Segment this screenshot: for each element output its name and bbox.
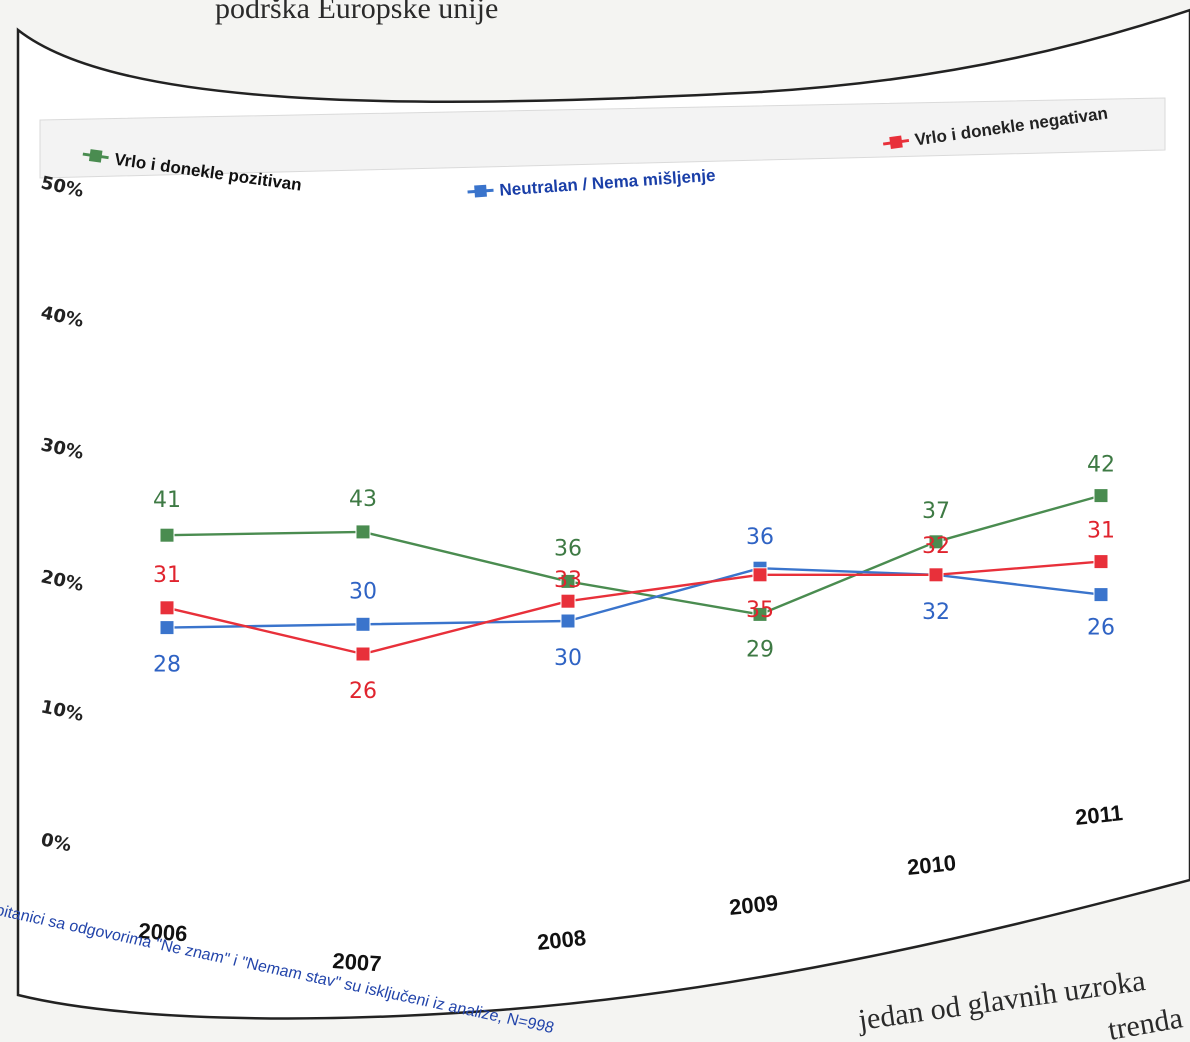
data-point xyxy=(159,527,175,543)
legend-marker xyxy=(88,149,103,163)
data-label: 32 xyxy=(922,534,950,559)
data-label: 28 xyxy=(153,653,181,678)
data-point xyxy=(560,593,576,609)
data-label: 26 xyxy=(1087,616,1115,641)
data-label: 43 xyxy=(349,487,377,512)
x-tick-label: 2007 xyxy=(332,948,383,976)
bottom-page-text-1: jedan od glavnih uzroka xyxy=(855,964,1147,1037)
x-tick-label: 2008 xyxy=(536,925,587,955)
data-label: 41 xyxy=(153,488,181,513)
x-tick-label: 2006 xyxy=(138,918,189,946)
data-label: 30 xyxy=(349,579,377,604)
x-tick-label: 2009 xyxy=(728,890,779,920)
data-point xyxy=(752,567,768,583)
x-tick-label: 2010 xyxy=(906,850,957,880)
data-point xyxy=(752,606,768,622)
series-line xyxy=(166,560,1102,656)
legend-marker xyxy=(474,184,487,198)
legend-marker xyxy=(889,135,903,150)
data-point xyxy=(1093,554,1109,570)
x-axis: 2006 2007 2008 2009 2010 2011 xyxy=(138,800,1124,976)
data-point xyxy=(355,616,371,632)
data-point xyxy=(560,573,576,589)
data-label: 29 xyxy=(746,637,774,662)
data-point xyxy=(928,534,944,550)
series-line xyxy=(166,494,1102,616)
data-label: 36 xyxy=(554,536,582,561)
data-label: 30 xyxy=(554,646,582,671)
bottom-page-text-2: trenda xyxy=(1105,1001,1185,1042)
data-label: 33 xyxy=(554,568,582,593)
top-page-text: podrška Europske unije xyxy=(215,0,498,25)
series-layer xyxy=(159,488,1109,662)
data-point xyxy=(928,567,944,583)
series-line xyxy=(166,567,1102,629)
x-tick-label: 2011 xyxy=(1074,800,1124,830)
legend-box xyxy=(39,97,1166,179)
data-label: 35 xyxy=(746,598,774,623)
data-point xyxy=(355,646,371,662)
data-point xyxy=(1093,488,1109,504)
data-point xyxy=(1093,587,1109,603)
data-labels: 41 43 36 29 37 42 28 30 30 36 32 26 31 26 33 35 32 31 xyxy=(153,453,1115,704)
data-point xyxy=(159,620,175,636)
data-label: 31 xyxy=(153,563,181,588)
data-label: 32 xyxy=(922,600,950,625)
data-label: 31 xyxy=(1087,519,1115,544)
data-label: 37 xyxy=(922,499,950,524)
data-label: 36 xyxy=(746,525,774,550)
data-point xyxy=(159,600,175,616)
data-label: 42 xyxy=(1087,453,1115,478)
data-point xyxy=(355,524,371,540)
data-label: 26 xyxy=(349,679,377,704)
data-point xyxy=(560,613,576,629)
